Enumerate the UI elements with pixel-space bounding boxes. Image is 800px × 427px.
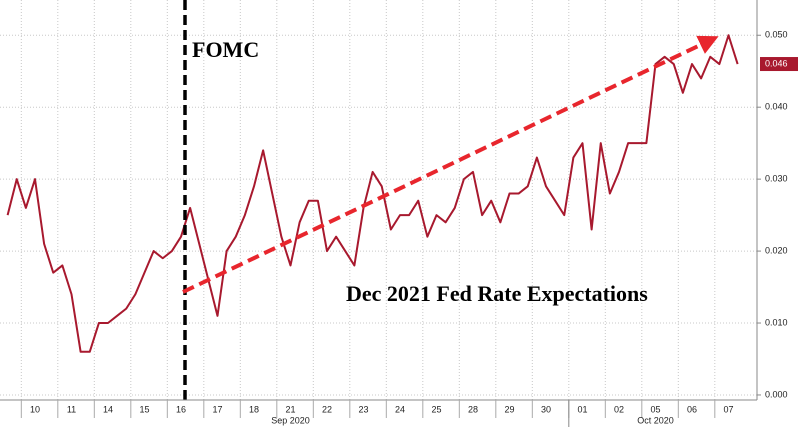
x-tick-label: 29 <box>504 404 514 414</box>
y-tick-label: 0.050 <box>765 30 788 40</box>
y-tick-label: 0.030 <box>765 174 788 184</box>
x-tick-label: 28 <box>468 404 478 414</box>
x-tick-label: 22 <box>322 404 332 414</box>
annotation: Dec 2021 Fed Rate Expectations <box>346 281 648 306</box>
trend-arrow <box>182 35 719 294</box>
x-tick-label: 21 <box>285 404 295 414</box>
grid <box>0 0 757 400</box>
x-tick-label: 14 <box>103 404 113 414</box>
x-group-label: Sep 2020 <box>271 415 310 425</box>
x-tick-label: 02 <box>614 404 624 414</box>
y-tick-label: 0.010 <box>765 317 788 327</box>
x-tick-label: 11 <box>67 404 76 414</box>
x-tick-label: 07 <box>723 404 733 414</box>
last-value-box <box>760 57 798 72</box>
x-tick-label: 01 <box>577 404 587 414</box>
x-tick-label: 06 <box>687 404 697 414</box>
x-tick-label: 23 <box>358 404 368 414</box>
x-group-label: Oct 2020 <box>637 415 674 425</box>
x-tick-label: 10 <box>30 404 40 414</box>
y-tick-label: 0.040 <box>765 102 788 112</box>
x-tick-label: 05 <box>650 404 660 414</box>
y-tick-label: 0.020 <box>765 245 788 255</box>
x-tick-label: 16 <box>176 404 186 414</box>
annotation: FOMC <box>192 37 259 62</box>
x-tick-label: 30 <box>541 404 551 414</box>
y-tick-label: 0.000 <box>765 389 788 399</box>
last-value-label: 0.046 <box>765 58 788 68</box>
plot-area <box>6 34 739 353</box>
x-tick-label: 15 <box>139 404 149 414</box>
x-tick-label: 24 <box>395 404 405 414</box>
x-tick-label: 17 <box>212 404 222 414</box>
x-tick-label: 25 <box>431 404 441 414</box>
series-line <box>6 34 739 353</box>
x-tick-label: 18 <box>249 404 259 414</box>
